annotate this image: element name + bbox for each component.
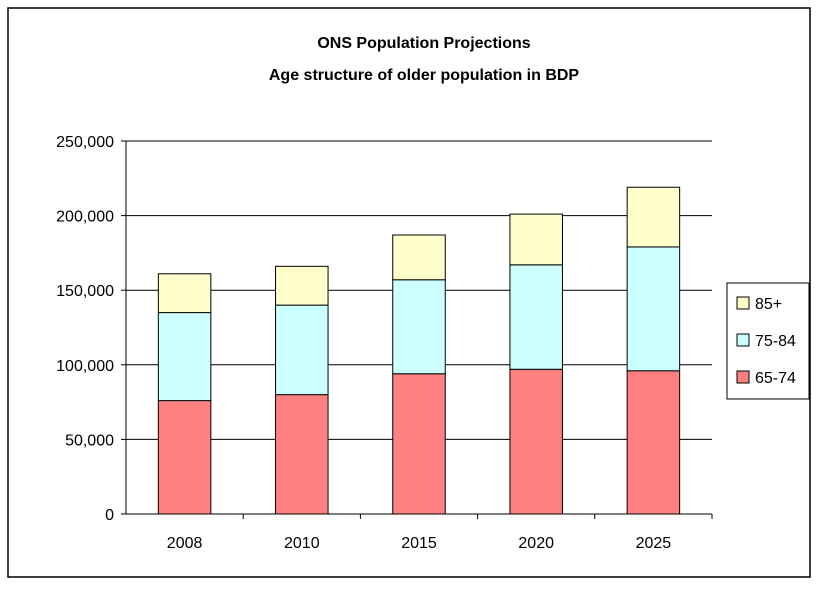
x-tick-label-4: 2025 (636, 535, 672, 552)
y-tick-label-3: 150,000 (56, 283, 114, 300)
legend: 85+ 75-84 65-74 (726, 282, 810, 400)
bar-85+-2010 (275, 265, 329, 306)
bar-75-84-2020 (509, 264, 563, 370)
x-tick-label-3: 2020 (518, 535, 554, 552)
legend-swatch-85+ (736, 296, 750, 310)
y-tick-label-4: 200,000 (56, 209, 114, 226)
plot-area: 0 50,000 100,000 150,000 200,000 250,000 2008 2… (56, 134, 713, 552)
bar-85+-2015 (392, 234, 446, 281)
x-tick-label-2: 2015 (401, 535, 437, 552)
chart-subtitle: Age structure of older population in BDP (269, 67, 580, 84)
bar-75-84-2010 (275, 304, 329, 396)
bar-65-74-2015 (392, 373, 446, 515)
y-tick-label-0: 0 (105, 507, 114, 524)
x-tick-label-1: 2010 (284, 535, 320, 552)
legend-label-65-74: 65-74 (755, 370, 796, 387)
x-tick-label-0: 2008 (167, 535, 203, 552)
bar-85+-2025 (626, 186, 681, 248)
y-tick-label-2: 100,000 (56, 358, 114, 375)
legend-swatch-75-84 (736, 333, 750, 347)
bar-75-84-2025 (626, 246, 681, 372)
y-tick-label-5: 250,000 (56, 134, 114, 151)
bar-65-74-2025 (626, 370, 681, 515)
bar-65-74-2020 (509, 368, 563, 515)
bar-65-74-2010 (275, 394, 329, 515)
bar-85+-2020 (509, 213, 563, 266)
bar-65-74-2008 (157, 400, 212, 515)
bar-75-84-2008 (157, 312, 212, 402)
legend-label-75-84: 75-84 (755, 333, 796, 350)
legend-label-85+: 85+ (755, 296, 782, 313)
y-tick-label-1: 50,000 (65, 432, 114, 449)
bar-85+-2008 (157, 273, 212, 314)
bar-75-84-2015 (392, 279, 446, 375)
legend-swatch-65-74 (736, 370, 750, 384)
chart-title: ONS Population Projections (317, 35, 530, 52)
